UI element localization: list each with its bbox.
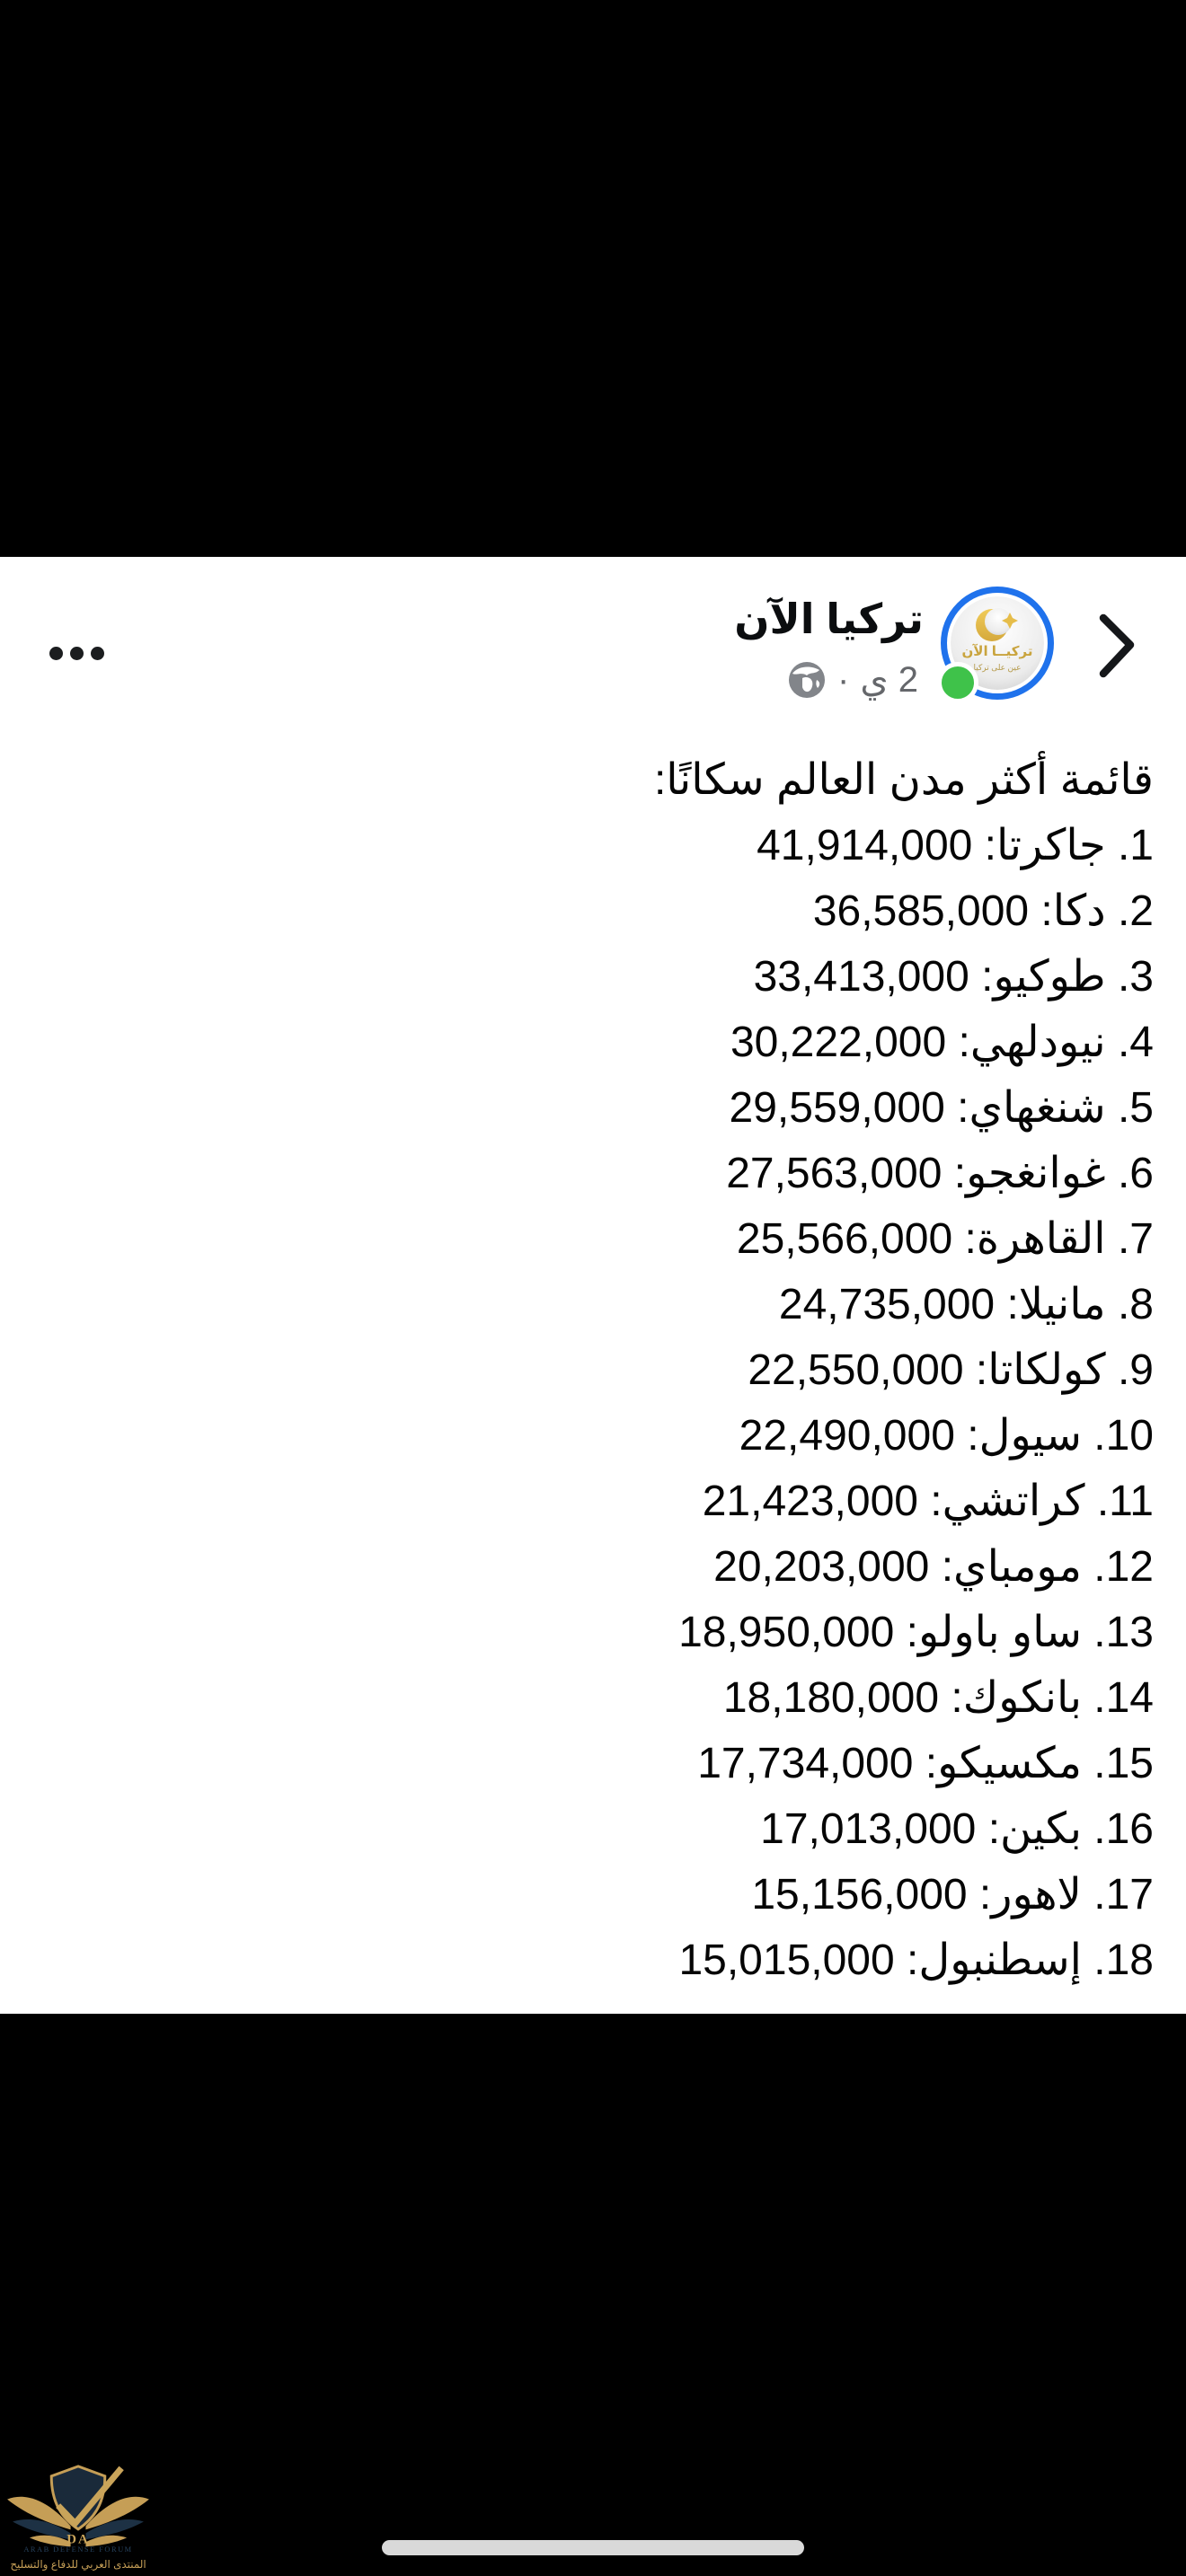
chevron-right-icon xyxy=(1099,613,1135,678)
check-swoosh xyxy=(56,2466,124,2528)
city-line: 16. بكين: 17,013,000 xyxy=(760,1805,1154,1853)
svg-text:المنتدى العربي للدفاع والتسليح: المنتدى العربي للدفاع والتسليح xyxy=(10,2558,146,2572)
story-ring xyxy=(941,587,1054,700)
svg-text:عين على تركيا: عين على تركيا xyxy=(973,663,1021,672)
city-line: 14. بانكوك: 18,180,000 xyxy=(722,1674,1154,1722)
city-line: 17. لاهور: 15,156,000 xyxy=(751,1871,1154,1919)
city-line: 18. إسطنبول: 15,015,000 xyxy=(678,1936,1154,1984)
timestamp: 2 ي xyxy=(860,660,918,700)
city-line: 2. دكا: 36,585,000 xyxy=(812,887,1154,935)
avatar[interactable]: تركيــا الآن عين على تركيا xyxy=(937,587,1054,703)
globe-icon xyxy=(789,662,825,698)
city-line: 1. جاكرتا: 41,914,000 xyxy=(757,822,1154,869)
city-line: 8. مانيلا: 24,735,000 xyxy=(778,1281,1154,1328)
post-options-button[interactable] xyxy=(36,632,104,674)
top-letterbox xyxy=(0,0,1186,557)
post-text: قائمة أكثر مدن العالم سكانًا: 1. جاكرتا:… xyxy=(32,747,1154,1993)
post-card: تركيــا الآن عين على تركيا تركيا الآن 2 … xyxy=(0,557,1186,2014)
post-meta: 2 ي · xyxy=(787,659,918,701)
wing-left xyxy=(7,2496,71,2547)
city-line: 4. نيودلهي: 30,222,000 xyxy=(730,1019,1154,1066)
city-line: 15. مكسيكو: 17,734,000 xyxy=(697,1740,1154,1787)
wing-right xyxy=(85,2496,149,2547)
ellipsis-dot xyxy=(91,646,104,660)
home-indicator[interactable] xyxy=(382,2540,804,2555)
city-line: 7. القاهرة: 25,566,000 xyxy=(736,1215,1154,1263)
svg-text:DA: DA xyxy=(66,2532,89,2546)
city-line: 13. ساو باولو: 18,950,000 xyxy=(678,1609,1154,1656)
star-icon xyxy=(1002,613,1018,629)
city-line: 6. غوانغجو: 27,563,000 xyxy=(726,1150,1154,1197)
meta-separator: · xyxy=(837,659,850,700)
svg-text:تركيــا الآن: تركيــا الآن xyxy=(962,643,1033,659)
online-status-dot xyxy=(937,662,978,703)
city-line: 11. كراتشي: 21,423,000 xyxy=(702,1478,1154,1525)
city-line: 5. شنغهاي: 29,559,000 xyxy=(729,1084,1154,1132)
city-line: 12. مومباي: 20,203,000 xyxy=(713,1543,1154,1591)
ellipsis-dot xyxy=(70,646,84,660)
city-line: 9. كولكاتا: 22,550,000 xyxy=(748,1346,1154,1394)
city-line: 10. سيول: 22,490,000 xyxy=(739,1412,1154,1460)
back-button[interactable] xyxy=(1094,611,1141,681)
svg-text:ARAB DEFENSE FORUM: ARAB DEFENSE FORUM xyxy=(23,2545,132,2554)
page-logo: تركيــا الآن عين على تركيا xyxy=(951,596,1044,690)
arab-defense-forum-watermark: DA ARAB DEFENSE FORUM المنتدى العربي للد… xyxy=(7,2465,149,2572)
post-city-list: 1. جاكرتا: 41,914,000 2. دكا: 36,585,000 3… xyxy=(32,813,1154,1993)
ellipsis-dot xyxy=(49,646,63,660)
bottom-letterbox: DA ARAB DEFENSE FORUM المنتدى العربي للد… xyxy=(0,2014,1186,2576)
author-name[interactable]: تركيا الآن xyxy=(734,595,924,642)
city-line: 3. طوكيو: 33,413,000 xyxy=(753,953,1154,1001)
post-title: قائمة أكثر مدن العالم سكانًا: xyxy=(653,756,1154,804)
